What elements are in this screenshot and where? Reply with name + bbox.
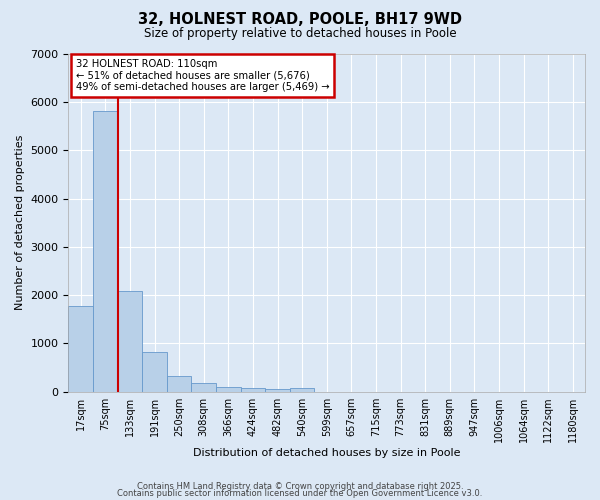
Text: 32 HOLNEST ROAD: 110sqm
← 51% of detached houses are smaller (5,676)
49% of semi: 32 HOLNEST ROAD: 110sqm ← 51% of detache… — [76, 59, 329, 92]
Bar — [265, 389, 290, 392]
Bar — [290, 388, 314, 392]
Text: Contains HM Land Registry data © Crown copyright and database right 2025.: Contains HM Land Registry data © Crown c… — [137, 482, 463, 491]
Bar — [68, 306, 93, 392]
Bar — [142, 352, 167, 392]
Text: Size of property relative to detached houses in Poole: Size of property relative to detached ho… — [143, 28, 457, 40]
Bar — [216, 387, 241, 392]
Text: 32, HOLNEST ROAD, POOLE, BH17 9WD: 32, HOLNEST ROAD, POOLE, BH17 9WD — [138, 12, 462, 28]
Bar — [191, 383, 216, 392]
Bar — [241, 388, 265, 392]
Y-axis label: Number of detached properties: Number of detached properties — [15, 135, 25, 310]
Text: Contains public sector information licensed under the Open Government Licence v3: Contains public sector information licen… — [118, 490, 482, 498]
Bar — [167, 376, 191, 392]
Bar — [93, 111, 118, 392]
Bar — [118, 292, 142, 392]
X-axis label: Distribution of detached houses by size in Poole: Distribution of detached houses by size … — [193, 448, 460, 458]
